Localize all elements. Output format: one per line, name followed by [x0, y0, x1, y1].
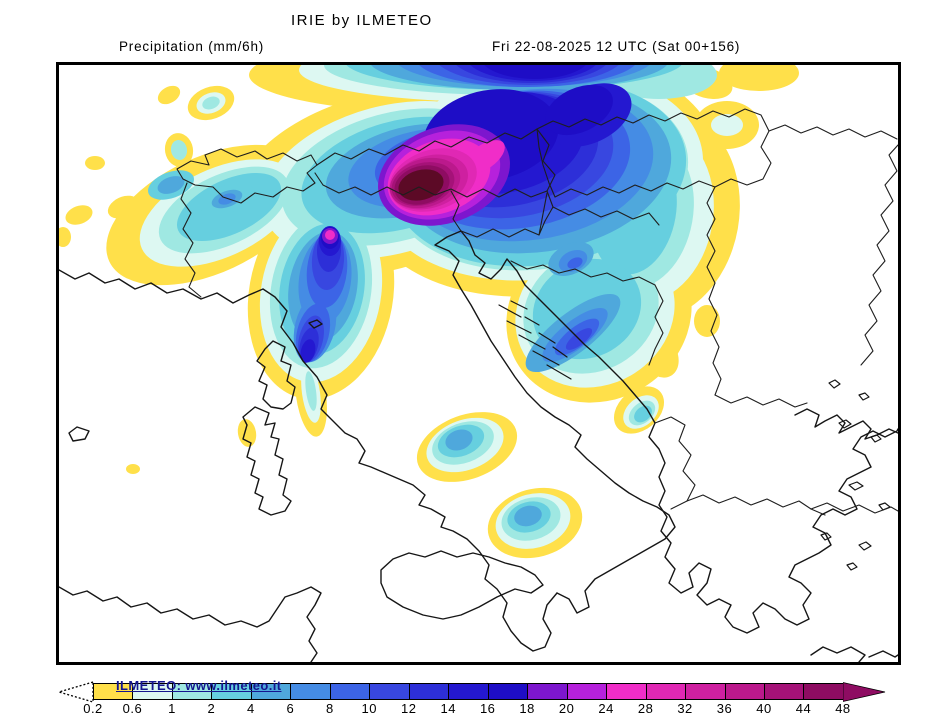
coast-corsica	[256, 340, 296, 410]
border-romania-west	[768, 124, 898, 366]
colorbar-tick-label: 40	[756, 701, 772, 716]
variable-label: Precipitation (mm/6h)	[119, 39, 265, 54]
colorbar-cell	[370, 684, 410, 699]
border-hungary	[536, 108, 772, 198]
colorbar-tick-label: 12	[401, 701, 417, 716]
watermark-url: ILMETEO: www.ilmeteo.it	[116, 678, 282, 693]
colorbar-tick-label: 10	[361, 701, 378, 716]
colorbar-tick-label: 14	[440, 701, 456, 716]
border-albania	[654, 416, 696, 510]
colorbar-cell	[528, 684, 568, 699]
colorbar-tick-label: 16	[479, 701, 496, 716]
coast-sicily	[380, 550, 544, 620]
colorbar-tick-label: 0.6	[122, 701, 143, 716]
colorbar-tick-label: 32	[677, 701, 693, 716]
colorbar-cell	[764, 684, 805, 699]
colorbar-tick-label: 0.2	[83, 701, 103, 716]
precipitation-map	[59, 65, 898, 662]
colorbar-cell	[607, 684, 647, 699]
colorbar-cell	[330, 684, 371, 699]
colorbar-tick-label: 18	[519, 701, 535, 716]
border-serbia-west	[706, 186, 722, 396]
colorbar-tick-label: 28	[637, 701, 654, 716]
coast-north-aegean	[794, 408, 898, 440]
colorbar-cell	[291, 684, 331, 699]
colorbar-tick-label: 44	[795, 701, 812, 716]
colorbar-overflow-arrow-icon	[843, 682, 886, 702]
colorbar-cell	[133, 684, 173, 699]
border-greece-north	[686, 494, 826, 516]
valid-time-label: Fri 22-08-2025 12 UTC (Sat 00+156)	[492, 39, 741, 54]
colorbar-tick-label: 20	[558, 701, 575, 716]
precip-field	[59, 65, 799, 559]
border-macedonia	[714, 394, 808, 408]
colorbar-cell	[804, 684, 844, 699]
colorbar-tick-label: 1	[168, 701, 176, 716]
colorbar-cell	[172, 684, 213, 699]
border-slovenia	[450, 190, 554, 238]
colorbar-cell	[409, 684, 450, 699]
colorbar-cell	[686, 684, 726, 699]
coastlines	[59, 230, 898, 662]
coast-italy-west	[59, 269, 558, 652]
coast-sardinia	[242, 406, 292, 516]
colorbar-underflow-arrow-icon	[56, 681, 94, 703]
croatian-islands	[498, 300, 572, 380]
border-austria	[314, 128, 556, 198]
coast-elba	[308, 319, 323, 329]
border-switzerland	[176, 148, 318, 204]
colorbar-cell	[449, 684, 489, 699]
colorbar-cell	[488, 684, 529, 699]
coast-balkan-greece	[468, 240, 898, 634]
colorbar-tick-label: 8	[325, 701, 334, 716]
coast-crete	[810, 646, 898, 662]
colorbar-cell	[251, 684, 292, 699]
colorbar-tick-label: 4	[247, 701, 255, 716]
coast-italy-east	[434, 230, 676, 614]
page-title: IRIE by ILMETEO	[291, 12, 433, 29]
country-borders	[176, 108, 898, 516]
colorbar	[93, 683, 845, 700]
colorbar-tick-label: 36	[716, 701, 733, 716]
colorbar-cell	[567, 684, 608, 699]
coast-africa	[59, 586, 322, 662]
border-bulgaria-greece	[810, 502, 898, 514]
colorbar-cell	[212, 684, 252, 699]
colorbar-cell	[725, 684, 765, 699]
map-frame	[56, 62, 901, 665]
colorbar-tick-label: 2	[207, 701, 216, 716]
colorbar-tick-label: 48	[835, 701, 851, 716]
border-croatia-bosnia	[510, 260, 664, 366]
border-france-italy	[180, 182, 202, 298]
coast-menorca	[68, 426, 90, 442]
colorbar-cell	[646, 684, 687, 699]
colorbar-tick-label: 24	[598, 701, 614, 716]
border-croatia-hungary	[552, 206, 660, 226]
colorbar-tick-label: 6	[286, 701, 295, 716]
colorbar-cell	[94, 684, 134, 699]
